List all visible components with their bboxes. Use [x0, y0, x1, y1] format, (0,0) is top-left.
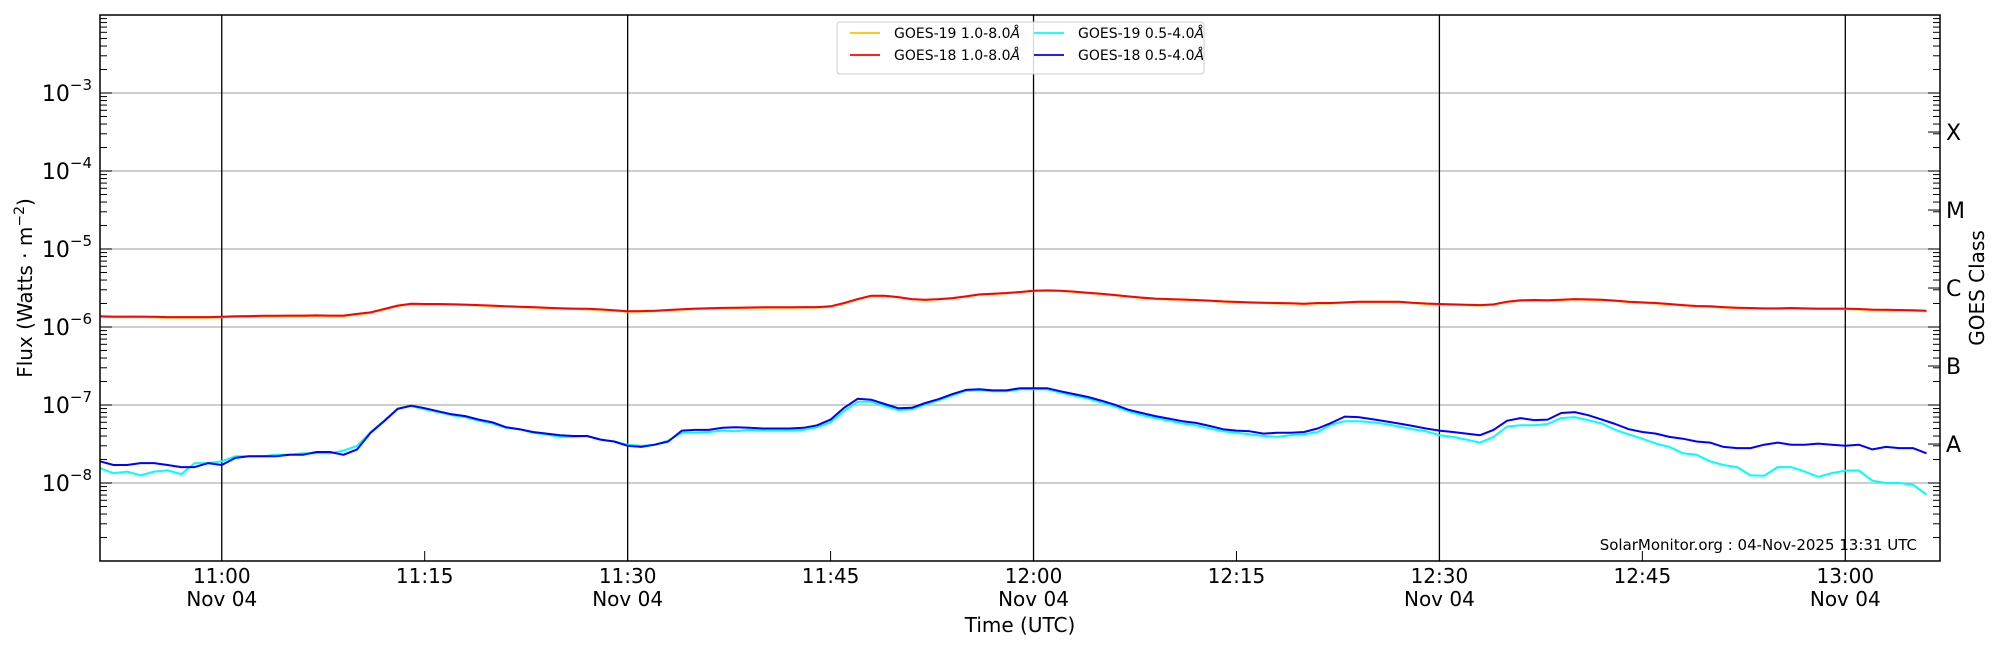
y-tick-label: 10−7 — [42, 388, 92, 419]
class-label-a: A — [1946, 433, 1961, 458]
legend-entry: GOES-19 0.5-4.0Å — [1078, 25, 1204, 42]
x-tick-label: 12:30 — [1411, 564, 1469, 588]
x-tick-label: 11:30 — [599, 564, 657, 588]
legend: GOES-19 1.0-8.0Å GOES-18 1.0-8.0Å GOES-19 … — [836, 21, 1205, 75]
x-tick-label: 12:00 — [1005, 564, 1063, 588]
legend-entry: GOES-18 0.5-4.0Å — [1078, 47, 1204, 64]
x-tick-date: Nov 04 — [1810, 587, 1881, 611]
plot-frame — [99, 14, 1941, 562]
source-annotation: SolarMonitor.org : 04-Nov-2025 13:31 UTC — [1600, 536, 1917, 554]
series-line-goes-18-0-5-4-0 — [99, 387, 1927, 469]
y-axis-label: Flux (Watts · m−2) — [12, 198, 37, 378]
class-label-x: X — [1946, 121, 1961, 146]
y-tick-label: 10−5 — [42, 232, 92, 263]
x-tick-date: Nov 04 — [186, 587, 257, 611]
x-tick-label: 12:45 — [1614, 564, 1672, 588]
y-tick-label: 10−4 — [42, 154, 92, 185]
class-label-m: M — [1946, 199, 1965, 224]
class-label-c: C — [1946, 277, 1961, 302]
x-tick-label: 11:45 — [802, 564, 860, 588]
x-tick-date: Nov 04 — [1404, 587, 1475, 611]
y-tick-labels: 10−8 10−7 10−6 10−5 10−4 10−3 — [42, 76, 92, 497]
axis-ticks — [100, 18, 1940, 562]
x-tick-date: Nov 04 — [998, 587, 1069, 611]
x-tick-label: 11:15 — [396, 564, 454, 588]
x-axis-label: Time (UTC) — [964, 613, 1076, 637]
x-tick-label: 12:15 — [1208, 564, 1266, 588]
series-lines — [99, 289, 1928, 496]
x-tick-label: 11:00 — [193, 564, 251, 588]
legend-entry: GOES-18 1.0-8.0Å — [894, 47, 1020, 64]
y-axis-label-exponent: −2 — [12, 206, 28, 227]
y-tick-label: 10−6 — [42, 310, 92, 341]
y-tick-label: 10−3 — [42, 76, 92, 107]
class-label-b: B — [1946, 355, 1961, 380]
legend-entry: GOES-19 1.0-8.0Å — [894, 25, 1020, 42]
x-tick-date: Nov 04 — [592, 587, 663, 611]
series-line-goes-18-1-0-8-0 — [99, 289, 1927, 319]
right-axis-label: GOES Class — [1965, 230, 1989, 346]
x-tick-label: 13:00 — [1816, 564, 1874, 588]
legend-box — [836, 21, 1205, 75]
y-tick-label: 10−8 — [42, 466, 92, 497]
goes-class-labels: A B C M X — [1946, 121, 1965, 458]
gridlines — [100, 92, 1940, 484]
